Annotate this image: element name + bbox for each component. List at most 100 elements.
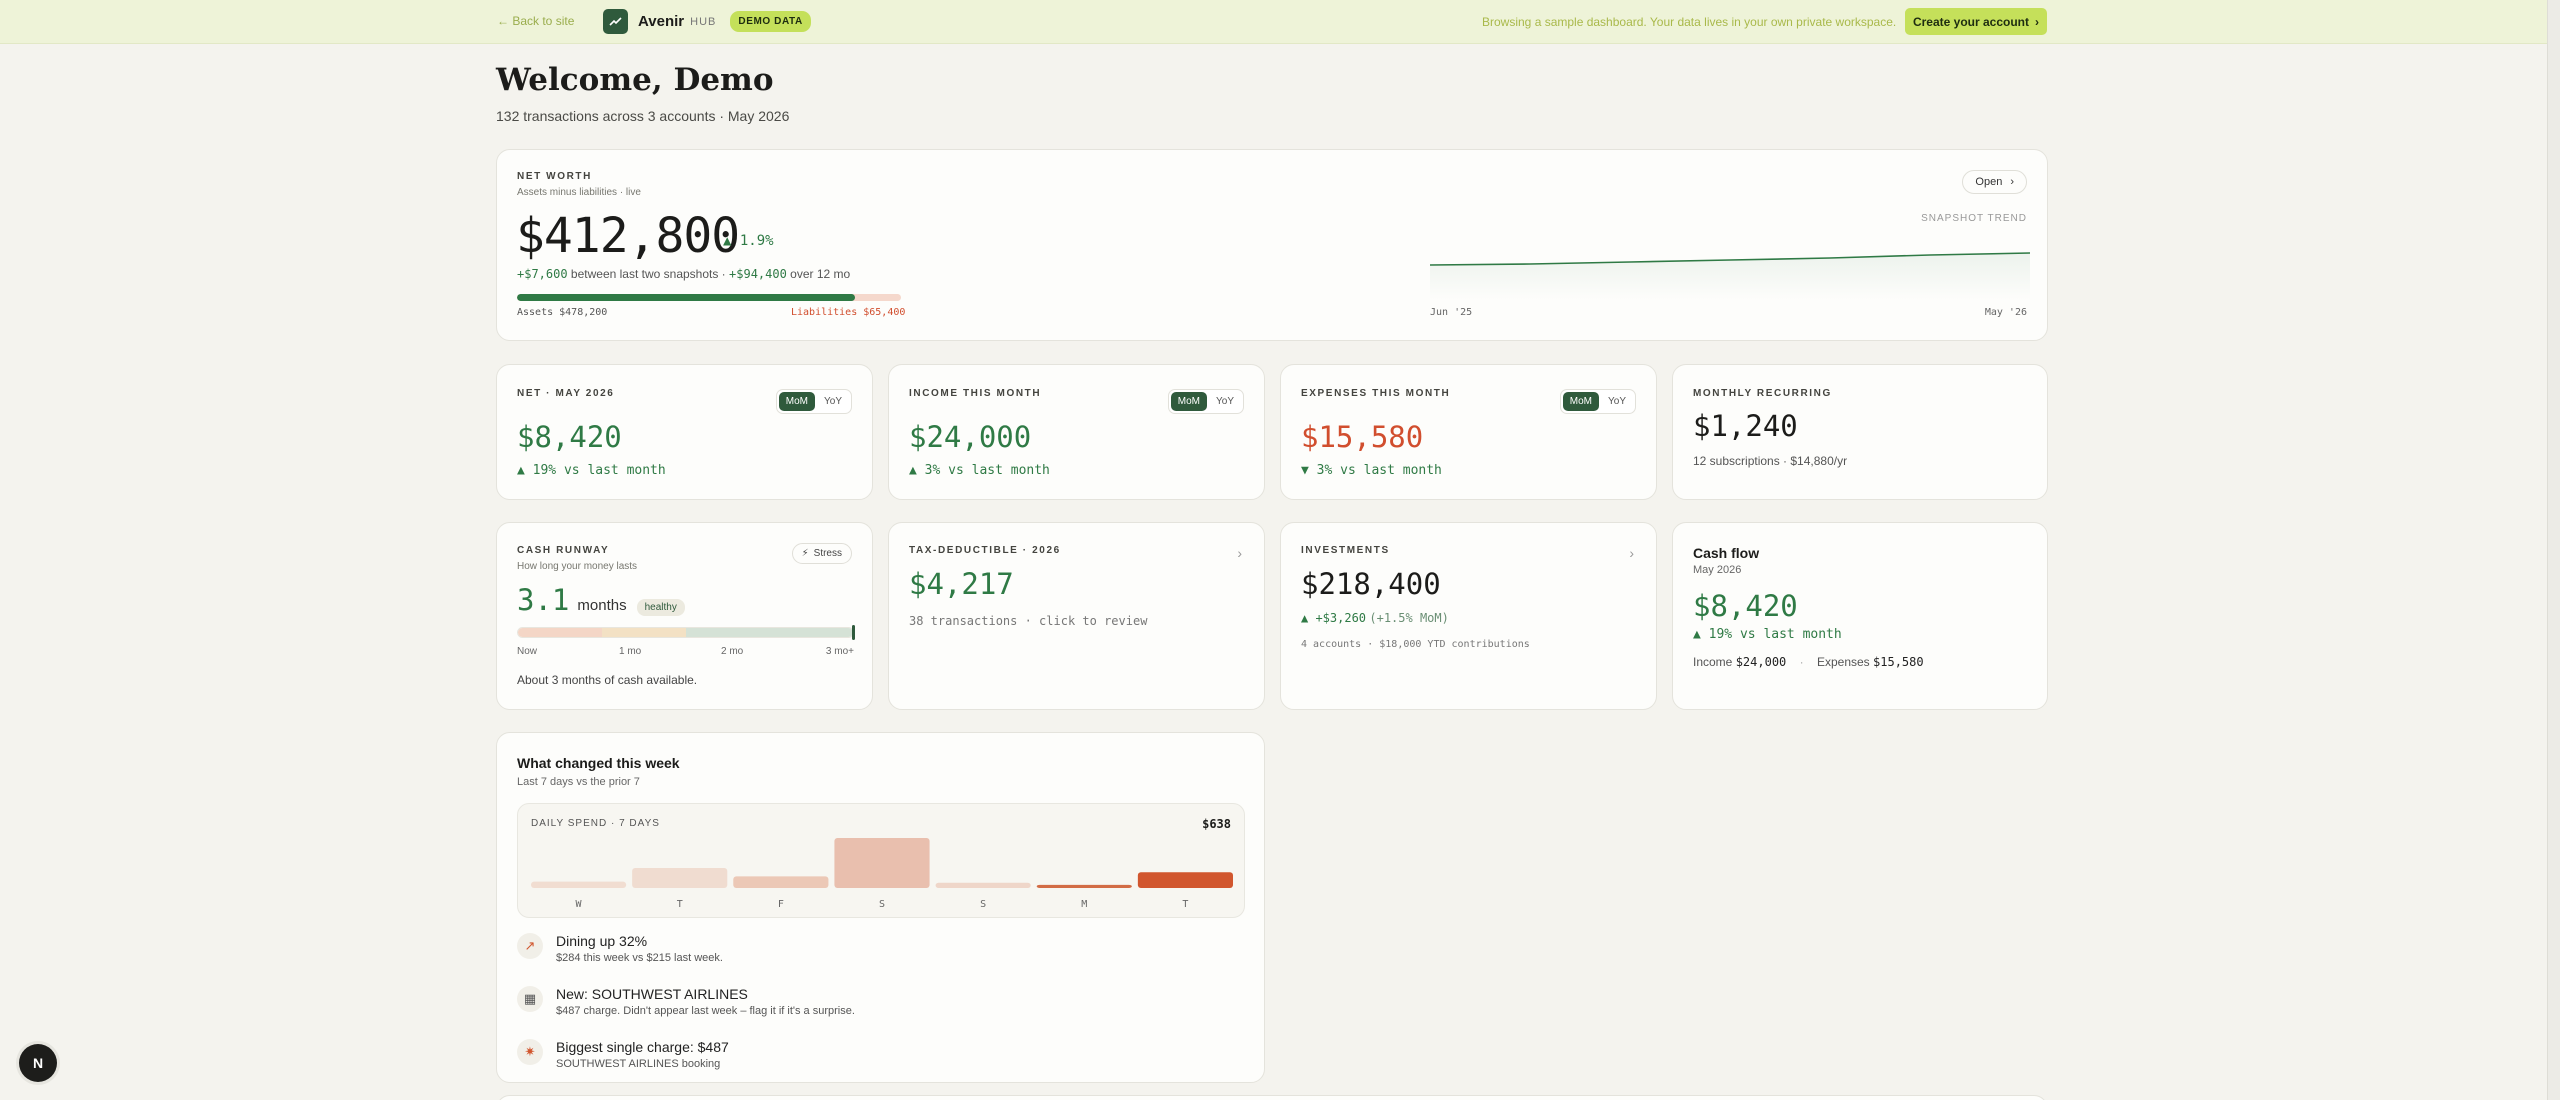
create-account-label: Create your account [1912,14,2030,29]
weekly-title: What changed this week [517,755,680,771]
toggle-mom[interactable]: MoM [778,392,816,411]
weekly-insights: ↗ Dining up 32% $284 this week vs $215 l… [517,933,855,1070]
delta-year-text: over 12 mo [790,267,851,281]
day-tick-label: W [576,899,583,910]
create-account-button[interactable]: Create your account › [1905,8,2047,35]
income-period-toggle: MoM YoY [1167,389,1244,414]
investments-card[interactable]: INVESTMENTS › $218,400 ▲ +$3,260 (+1.5% … [1280,522,1657,710]
chevron-right-icon: › [2010,176,2014,188]
income-card[interactable]: INCOME THIS MONTH MoM YoY $24,000 ▲ 3% v… [888,364,1265,500]
runway-zone-high [685,628,853,637]
cashflow-change: ▲ 19% vs last month [1693,627,1842,642]
recurring-detail: 12 subscriptions · $14,880/yr [1693,454,1848,468]
brand[interactable]: Avenir HUB DEMO DATA [603,9,811,34]
chevron-right-icon: › [1237,545,1242,561]
delta-year: +$94,400 [729,267,787,281]
runway-tick: 2 mo [721,646,744,657]
tax-detail[interactable]: 38 transactions · click to review [909,614,1148,628]
net-worth-label: NET WORTH [517,171,592,182]
expenses-label: EXPENSES THIS MONTH [1301,388,1451,399]
assets-label: Assets $478,200 [517,307,608,318]
spend-bar [531,881,627,888]
runway-scale [517,627,854,638]
insight-item[interactable]: ▦ New: SOUTHWEST AIRLINES $487 charge. D… [517,986,855,1017]
investments-change-row: ▲ +$3,260 (+1.5% MoM) [1301,611,1449,625]
banner-message: Browsing a sample dashboard. Your data l… [1482,15,1897,29]
trend-area [1430,253,2030,300]
trend-line [1430,252,2030,266]
assistant-button[interactable]: N [19,1044,57,1082]
runway-value-row: 3.1 months healthy [517,583,685,617]
daily-spend-total: $638 [1202,817,1231,831]
runway-tick: 1 mo [619,646,642,657]
investments-detail: 4 accounts · $18,000 YTD contributions [1301,639,1530,650]
cashflow-income-value: $24,000 [1735,655,1787,669]
insight-item[interactable]: ↗ Dining up 32% $284 this week vs $215 l… [517,933,855,964]
net-worth-sublabel: Assets minus liabilities · live [517,187,641,198]
next-card-partial [496,1095,2048,1100]
cashflow-value: $8,420 [1693,589,1798,623]
investments-change-pct: (+1.5% MoM) [1369,611,1449,625]
open-button[interactable]: Open › [1962,170,2027,194]
net-period-toggle: MoM YoY [775,389,852,414]
toggle-mom[interactable]: MoM [1170,392,1208,411]
runway-label: CASH RUNWAY [517,545,610,556]
runway-note: About 3 months of cash available. [517,673,698,687]
runway-marker [852,625,855,640]
delta-snapshots-text: between last two snapshots · [570,267,726,281]
net-month-label: NET · MAY 2026 [517,388,615,399]
lightning-icon: ⚡ [801,548,809,559]
investments-value: $218,400 [1301,567,1441,601]
chevron-right-icon: › [1629,545,1634,561]
demo-banner: ← Back to site Avenir HUB DEMO DATA Brow… [0,0,2547,44]
income-label: INCOME THIS MONTH [909,388,1042,399]
sparkle-icon: ✷ [517,1039,543,1065]
page-title: Welcome, Demo [496,62,774,98]
net-worth-card[interactable]: NET WORTH Assets minus liabilities · liv… [496,149,2048,341]
toggle-yoy[interactable]: YoY [824,396,842,407]
insight-item[interactable]: ✷ Biggest single charge: $487 SOUTHWEST … [517,1039,855,1070]
investments-label: INVESTMENTS [1301,545,1390,556]
cash-runway-card[interactable]: CASH RUNWAY How long your money lasts ⚡ … [496,522,873,710]
cashflow-breakdown: Income $24,000 · Expenses $15,580 [1693,655,1924,669]
building-icon: ▦ [517,986,543,1012]
open-label: Open [1975,176,2003,188]
cash-flow-card[interactable]: Cash flow May 2026 $8,420 ▲ 19% vs last … [1672,522,2048,710]
net-month-card[interactable]: NET · MAY 2026 MoM YoY $8,420 ▲ 19% vs l… [496,364,873,500]
tax-label: TAX-DEDUCTIBLE · 2026 [909,545,1061,556]
expenses-card[interactable]: EXPENSES THIS MONTH MoM YoY $15,580 ▼ 3%… [1280,364,1657,500]
net-worth-value: $412,800 [516,208,740,264]
toggle-yoy[interactable]: YoY [1608,396,1626,407]
expenses-change: ▼ 3% vs last month [1301,463,1442,478]
runway-tick: Now [517,646,538,657]
tax-value: $4,217 [909,567,1014,601]
toggle-mom[interactable]: MoM [1562,392,1600,411]
page-scrollbar[interactable] [2547,0,2560,1100]
trend-end-label: May '26 [1984,307,2027,318]
recurring-label: MONTHLY RECURRING [1693,388,1832,399]
recurring-card[interactable]: MONTHLY RECURRING $1,240 12 subscription… [1672,364,2048,500]
spend-bar [733,876,829,888]
chart-line-icon [603,9,628,34]
day-tick-label: M [1081,899,1087,910]
stress-button[interactable]: ⚡ Stress [791,543,852,564]
net-month-value: $8,420 [517,420,622,454]
assets-fill [517,294,855,301]
back-to-site-link[interactable]: ← Back to site [497,14,575,28]
trend-up-icon: ↗ [517,933,543,959]
insight-detail: $284 this week vs $215 last week. [556,952,723,964]
tax-deductible-card[interactable]: TAX-DEDUCTIBLE · 2026 › $4,217 38 transa… [888,522,1265,710]
page-subtitle: 132 transactions across 3 accounts · May… [496,108,790,124]
cashflow-expenses-label: Expenses [1816,655,1870,669]
trend-start-label: Jun '25 [1430,307,1473,318]
runway-health-badge: healthy [636,599,685,616]
runway-zone-low [518,628,602,637]
toggle-yoy[interactable]: YoY [1216,396,1234,407]
day-tick-label: T [677,899,683,910]
insight-title: New: SOUTHWEST AIRLINES [556,986,748,1002]
chevron-right-icon: › [2035,14,2040,29]
runway-unit: months [577,597,627,614]
day-tick-label: S [879,899,885,910]
income-change: ▲ 3% vs last month [909,463,1050,478]
